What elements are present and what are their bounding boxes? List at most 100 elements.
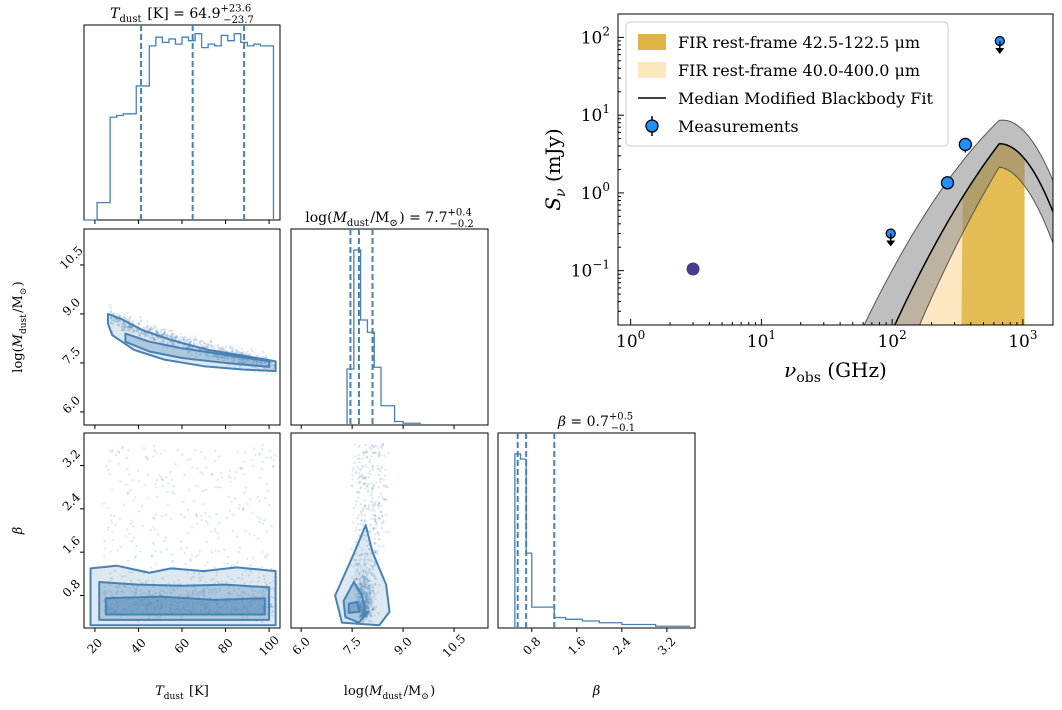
sample-point [382, 498, 386, 501]
sample-point [128, 324, 131, 328]
sample-point [196, 467, 199, 470]
sample-point [191, 576, 194, 579]
sample-point [356, 590, 359, 594]
sample-point [370, 517, 373, 520]
sample-point [357, 615, 361, 619]
sample-point [357, 491, 361, 494]
sample-point [124, 325, 127, 328]
sample-point [367, 600, 371, 604]
sample-point [137, 322, 140, 326]
sample-point [140, 332, 143, 335]
sample-point [241, 507, 245, 510]
sample-point [260, 360, 264, 364]
sample-point [238, 588, 241, 591]
sample-point [358, 580, 361, 584]
sample-point [216, 580, 219, 583]
sample-point [255, 361, 259, 365]
sample-point [270, 567, 273, 571]
sample-point [351, 478, 354, 481]
sample-point [109, 321, 112, 325]
sample-point [378, 558, 381, 562]
sample-point [360, 602, 363, 605]
sample-point [199, 593, 202, 596]
sample-point [359, 578, 362, 582]
sample-point [247, 361, 250, 364]
sample-point [238, 360, 241, 364]
sample-point [214, 485, 217, 489]
sample-point [187, 591, 191, 595]
sample-point [234, 356, 237, 360]
sample-point [228, 469, 232, 473]
sample-point [367, 597, 371, 601]
sample-point [361, 606, 364, 610]
sample-point [161, 333, 164, 336]
sample-point [357, 601, 361, 604]
sample-point [124, 324, 127, 327]
sample-point [366, 614, 369, 617]
sample-point [169, 586, 173, 590]
sample-point [374, 519, 377, 522]
sample-point [163, 330, 166, 333]
sample-point [267, 489, 270, 492]
sample-point [359, 587, 362, 591]
sample-point [153, 324, 157, 327]
sample-point [200, 514, 203, 518]
sample-point [357, 467, 361, 471]
sample-point [119, 322, 122, 325]
sample-point [255, 361, 258, 365]
sample-point [371, 465, 374, 469]
sample-point [377, 516, 380, 519]
contour-line [334, 524, 391, 627]
sample-point [234, 350, 238, 353]
sample-point [166, 341, 169, 345]
sample-point [231, 346, 235, 349]
sample-point [363, 592, 366, 595]
sample-point [354, 504, 357, 507]
sample-point [371, 487, 374, 491]
sample-point [201, 472, 205, 476]
sample-point [364, 593, 368, 596]
sample-point [364, 570, 367, 574]
sample-point [161, 577, 165, 580]
legend-swatch [638, 62, 666, 78]
sample-point [117, 586, 121, 589]
sample-point [166, 333, 169, 337]
sample-point [103, 540, 106, 543]
sample-point [370, 598, 373, 602]
sample-point [361, 589, 364, 593]
sample-point [129, 522, 133, 525]
sample-point [236, 560, 239, 564]
sample-point [363, 518, 367, 522]
sample-point [372, 451, 375, 454]
sample-point [374, 520, 378, 524]
sample-point [110, 317, 113, 320]
sample-point [196, 485, 200, 488]
sample-point [364, 555, 367, 558]
sample-point [114, 524, 117, 527]
sample-point [109, 316, 113, 319]
sample-point [366, 611, 370, 615]
sample-point [219, 356, 223, 359]
sample-point [146, 473, 149, 477]
sample-point [250, 580, 253, 584]
sample-point [208, 588, 211, 591]
sample-point [171, 342, 175, 345]
sample-point [145, 326, 148, 329]
sample-point [357, 490, 360, 494]
sample-point [357, 584, 360, 587]
sample-point [261, 589, 265, 592]
sample-point [351, 484, 354, 488]
sample-point [184, 337, 188, 341]
sample-point [365, 552, 368, 555]
sample-point [130, 590, 133, 593]
sample-point [213, 353, 216, 357]
sample-point [358, 563, 361, 566]
sample-point [114, 319, 117, 322]
sample-point [134, 554, 138, 558]
sample-point [217, 357, 220, 360]
sample-point [384, 468, 387, 471]
sample-point [145, 333, 148, 336]
sample-point [269, 605, 273, 608]
sample-point [132, 329, 135, 332]
sample-point [366, 598, 369, 601]
